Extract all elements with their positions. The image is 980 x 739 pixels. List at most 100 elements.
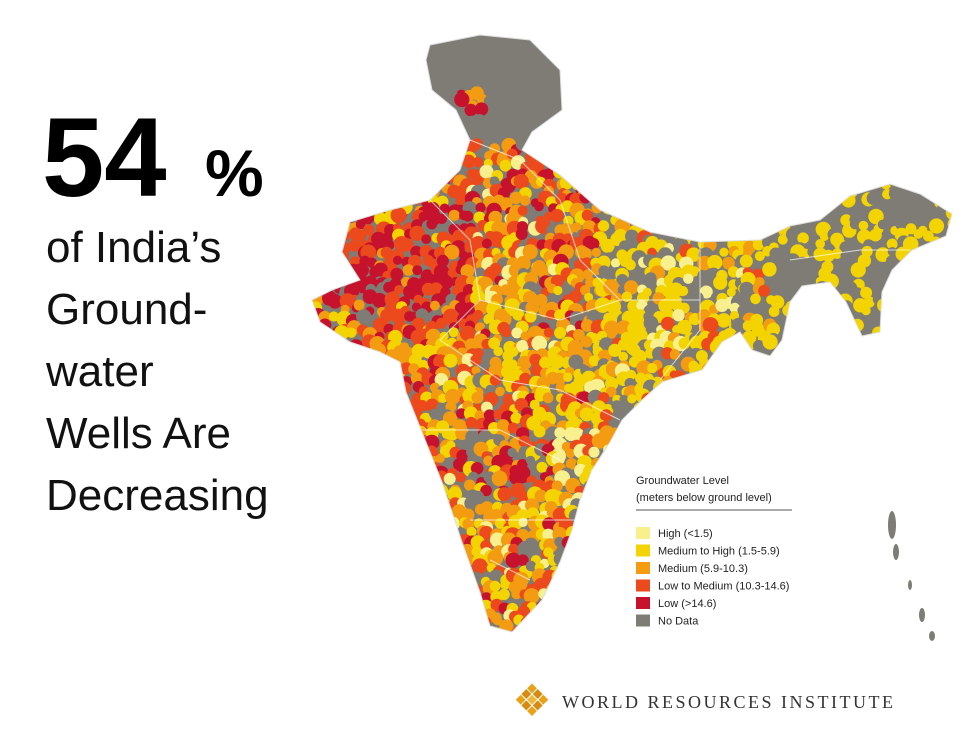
map-patch [772,365,782,375]
map-patch [741,222,757,238]
map-patch [324,266,335,277]
map-patch [743,38,759,54]
map-patch [599,409,613,422]
map-patch [373,381,386,394]
map-patch [697,434,710,447]
map-patch [784,213,794,223]
map-patch [330,586,344,601]
map-patch [936,51,947,62]
map-patch [878,368,889,379]
map-patch [912,60,923,71]
map-patch [349,414,360,425]
map-patch [714,361,729,376]
map-patch [573,329,585,341]
map-patch [867,547,880,560]
map-patch [929,282,944,297]
map-patch [814,542,827,555]
map-patch [326,398,343,414]
map-patch [380,246,393,259]
map-patch [858,529,873,544]
map-patch [318,527,328,537]
map-patch [945,166,952,177]
map-patch [591,247,601,258]
map-patch [406,181,421,197]
map-patch [340,626,353,632]
map-patch [801,603,817,620]
map-patch [946,619,952,632]
map-patch [583,479,599,495]
map-patch [733,607,747,621]
map-patch [363,224,375,236]
map-patch [620,138,633,150]
map-patch [848,474,865,491]
map-patch [734,385,748,399]
map-patch [440,517,451,528]
map-patch [388,531,404,547]
map-patch [348,626,365,632]
map-patch [483,409,496,421]
map-patch [609,171,619,182]
map-patch [844,469,860,485]
map-patch [762,157,779,173]
map-patch [351,36,361,46]
map-patch [340,484,353,497]
map-patch [724,134,735,145]
map-patch [517,554,529,566]
map-patch [948,346,952,361]
map-patch [761,114,776,129]
map-patch [773,348,785,360]
map-patch [668,166,683,180]
map-patch [332,185,344,197]
map-patch [589,35,601,41]
map-patch [918,572,929,583]
map-patch [691,502,702,512]
map-patch [355,219,366,230]
map-patch [840,423,851,434]
map-patch [697,453,711,468]
map-patch [400,500,416,516]
map-patch [833,383,849,399]
map-patch [395,638,405,648]
map-patch [861,70,876,85]
map-patch [580,131,592,143]
map-patch [932,462,945,476]
map-patch [776,35,793,50]
map-patch [312,165,317,176]
map-patch [840,214,853,227]
map-patch [821,134,835,148]
map-patch [802,49,817,65]
map-patch [364,388,380,404]
map-patch [690,126,702,137]
map-patch [394,473,407,486]
map-patch [393,609,406,622]
map-patch [382,454,393,465]
map-patch [797,314,810,327]
map-patch [381,561,393,572]
map-patch [816,77,826,88]
map-patch [731,625,744,632]
map-patch [337,400,350,414]
map-patch [327,269,337,279]
map-patch [352,614,367,629]
map-patch [841,534,856,549]
map-patch [418,160,432,174]
map-patch [831,121,842,132]
map-patch [871,450,883,462]
map-patch [484,635,497,648]
map-patch [740,48,754,62]
map-patch [700,374,711,384]
map-patch [362,520,376,534]
map-patch [758,523,773,537]
map-patch [868,208,884,225]
map-patch [411,597,426,611]
map-patch [697,162,713,178]
map-patch [605,624,621,632]
map-patch [401,184,413,195]
map-patch [929,591,944,607]
map-patch [333,428,350,444]
map-patch [416,100,431,115]
map-patch [887,572,899,584]
map-patch [611,545,623,557]
map-patch [352,571,368,587]
map-patch [636,427,653,444]
